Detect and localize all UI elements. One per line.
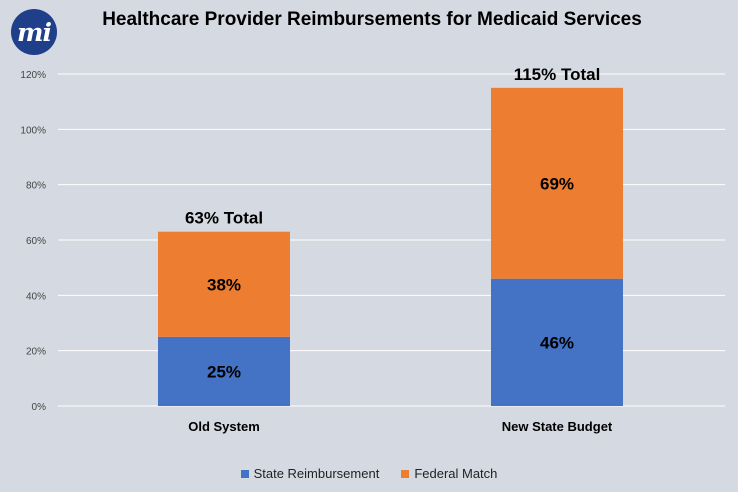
legend-item-state: State Reimbursement	[240, 466, 380, 481]
y-tick-label: 80%	[26, 181, 46, 192]
y-tick-label: 40%	[26, 291, 46, 302]
y-tick-label: 100%	[20, 125, 46, 136]
legend-swatch-federal	[401, 469, 410, 478]
bar-segment	[158, 231, 290, 337]
y-tick-label: 20%	[26, 347, 46, 358]
y-tick-label: 60%	[26, 236, 46, 247]
data-label: 69%	[540, 174, 574, 193]
logo-text: mi	[17, 17, 52, 47]
x-tick-label: Old System	[188, 419, 260, 434]
y-tick-label: 0%	[32, 402, 47, 413]
logo: mi	[11, 9, 57, 55]
bar-segment	[491, 87, 623, 279]
legend-item-federal: Federal Match	[401, 466, 497, 481]
legend-label-state: State Reimbursement	[253, 466, 380, 481]
x-tick-label: New State Budget	[502, 419, 613, 434]
legend: State Reimbursement Federal Match	[0, 466, 738, 481]
data-label: 25%	[207, 362, 241, 381]
data-label: 46%	[540, 333, 574, 352]
data-label: 38%	[207, 275, 241, 294]
bar-segment	[158, 336, 290, 406]
legend-swatch-state	[240, 469, 249, 478]
y-tick-label: 120%	[20, 70, 46, 81]
chart-title: Healthcare Provider Reimbursements for M…	[102, 9, 642, 30]
total-label: 115% Total	[514, 65, 601, 84]
bar-segment	[491, 278, 623, 406]
legend-label-federal: Federal Match	[414, 466, 498, 481]
total-label: 63% Total	[185, 209, 263, 228]
